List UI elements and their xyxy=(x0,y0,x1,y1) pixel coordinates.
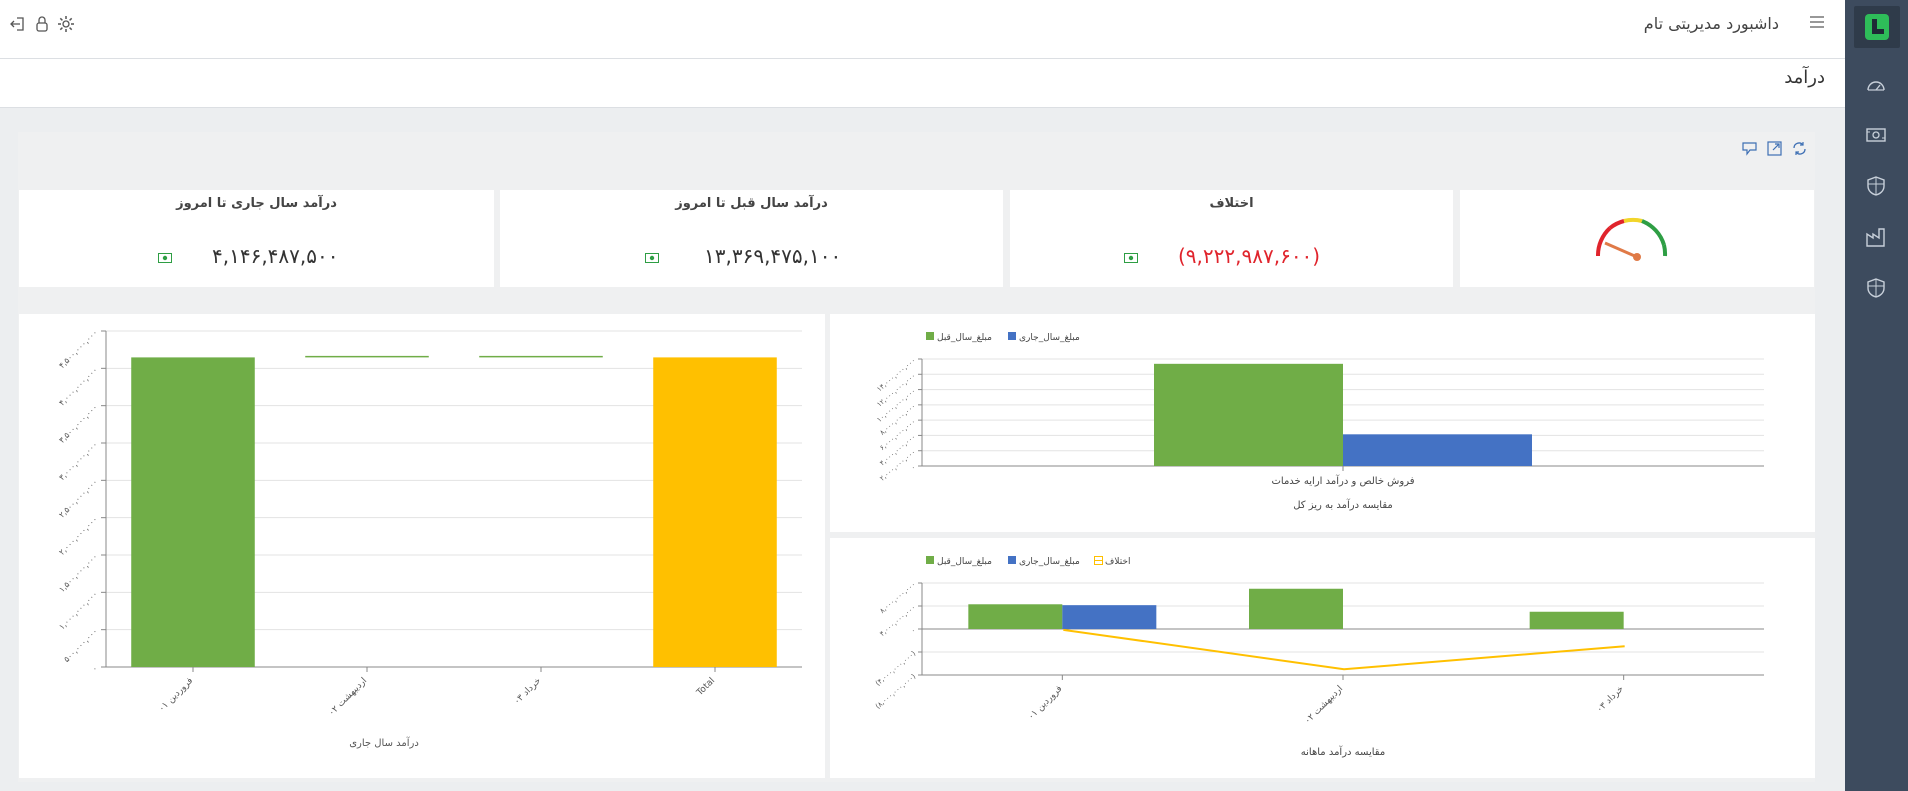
x-tick-label: خرداد ۰۳ xyxy=(512,676,543,707)
page-header: درآمد xyxy=(0,59,1845,108)
legend-swatch xyxy=(1008,332,1016,340)
y-tick-label: ۱,۵۰۰,۰۰۰,۰۰۰ xyxy=(57,552,99,594)
gauge-icon[interactable] xyxy=(1864,73,1888,97)
kpi-title: درآمد سال جاری تا امروز xyxy=(176,196,337,211)
kpi-title: اختلاف xyxy=(1209,196,1254,211)
money-icon[interactable] xyxy=(1864,123,1888,147)
y-tick-label: ۰ xyxy=(90,664,99,673)
y-tick-label: ۴,۰۰۰,۰۰۰,۰۰۰ xyxy=(57,365,99,407)
money-icon xyxy=(645,248,659,263)
x-tick-label: فروردین ۰۱ xyxy=(157,676,195,714)
gear-icon[interactable] xyxy=(56,14,76,34)
y-tick-label: ۳,۰۰۰,۰۰۰,۰۰۰ xyxy=(57,440,99,482)
bar xyxy=(305,355,429,358)
lock-icon[interactable] xyxy=(32,14,52,34)
legend-label: اختلاف xyxy=(1105,557,1130,567)
x-tick-label: فروردین ۰۱ xyxy=(1026,684,1064,722)
kpi-current-year: درآمد سال جاری تا امروز ۴,۱۴۶,۴۸۷,۵۰۰ xyxy=(19,190,494,287)
kpi-previous-year: درآمد سال قبل تا امروز ۱۳,۳۶۹,۴۷۵,۱۰۰ xyxy=(500,190,1003,287)
bar xyxy=(1062,605,1157,629)
sidebar xyxy=(1845,0,1908,791)
comment-icon[interactable] xyxy=(1741,140,1758,157)
y-tick-label: ۲,۰۰۰,۰۰۰,۰۰۰ xyxy=(57,515,99,557)
y-tick-label: ۲,۵۰۰,۰۰۰,۰۰۰ xyxy=(57,477,99,519)
money-icon xyxy=(1124,248,1138,263)
app-logo[interactable] xyxy=(1854,6,1900,48)
performance-gauge xyxy=(1595,217,1668,261)
chart-current-year: ۰ ۵۰۰,۰۰۰,۰۰۰ ۱,۰۰۰,۰۰۰,۰۰۰ ۱,۵۰۰,۰۰۰,۰۰۰ ۲,… xyxy=(19,314,825,778)
bar xyxy=(1529,611,1624,629)
kpi-value: ۴,۱۴۶,۴۸۷,۵۰۰ xyxy=(212,244,339,268)
y-tick-label: ۳,۵۰۰,۰۰۰,۰۰۰ xyxy=(57,403,99,445)
kpi-gauge-card xyxy=(1460,190,1814,287)
y-tick-label: ۵۰۰,۰۰۰,۰۰۰ xyxy=(62,627,99,664)
legend-swatch xyxy=(926,332,934,340)
y-tick-label: ۰ xyxy=(909,463,917,472)
hamburger-menu-icon[interactable] xyxy=(1809,14,1825,30)
bar xyxy=(131,357,255,667)
x-tick-label: Total xyxy=(694,676,717,699)
x-tick-label: اردیبهشت ۰۲ xyxy=(327,676,369,718)
chart-monthly-comparison: مبلغ_سال_قبل مبلغ_سال_جاری اختلاف (۸,۰۰۰,۰۰… xyxy=(830,538,1815,778)
x-tick-label: اردیبهشت ۰۲ xyxy=(1303,684,1345,726)
x-tick-label: فروش خالص و درآمد ارایه خدمات xyxy=(1271,474,1414,487)
legend-label: مبلغ_سال_جاری xyxy=(1019,557,1080,567)
kpi-value: (۹,۲۲۲,۹۸۷,۶۰۰) xyxy=(1178,244,1321,268)
chart-current-year-svg: ۰۵۰۰,۰۰۰,۰۰۰۱,۰۰۰,۰۰۰,۰۰۰۱,۵۰۰,۰۰۰,۰۰۰۲,… xyxy=(57,328,802,749)
refresh-icon[interactable] xyxy=(1791,140,1808,157)
bar xyxy=(479,355,603,358)
bar xyxy=(968,604,1063,629)
y-tick-label: ۴,۵۰۰,۰۰۰,۰۰۰ xyxy=(57,328,99,370)
bar xyxy=(653,357,777,667)
shield-icon[interactable] xyxy=(1864,174,1888,198)
kpi-title: درآمد سال قبل تا امروز xyxy=(675,196,828,211)
bar xyxy=(1343,434,1532,466)
top-toolbar xyxy=(8,14,76,34)
difference-line xyxy=(1063,628,1625,671)
chart-total-comparison-svg: مبلغ_سال_قبل مبلغ_سال_جاری۰۲,۰۰۰,۰۰۰,۰۰۰۴… xyxy=(875,332,1764,511)
legend-label: مبلغ_سال_قبل xyxy=(937,557,992,567)
x-axis-label: مقایسه درآمد ماهانه xyxy=(1301,745,1385,758)
x-tick-label: خرداد ۰۳ xyxy=(1595,684,1626,715)
y-tick-label: ۰ xyxy=(909,626,917,635)
legend-swatch xyxy=(1008,556,1016,564)
kpi-difference: اختلاف (۹,۲۲۲,۹۸۷,۶۰۰) xyxy=(1010,190,1453,287)
chart-monthly-comparison-svg: مبلغ_سال_قبل مبلغ_سال_جاری اختلاف(۸,۰۰۰,۰۰… xyxy=(874,556,1764,758)
legend-label: مبلغ_سال_جاری xyxy=(1019,333,1080,343)
bar xyxy=(1154,363,1343,466)
money-icon xyxy=(158,248,172,263)
x-axis-label: مقایسه درآمد به ریز کل xyxy=(1293,498,1393,511)
top-bar: داشبورد مدیریتی تام xyxy=(0,0,1845,59)
bar xyxy=(1249,588,1343,629)
logout-icon[interactable] xyxy=(8,14,28,34)
chart-total-comparison: مبلغ_سال_قبل مبلغ_سال_جاری ۰ ۲,۰۰۰,۰۰۰,۰۰۰ ۴… xyxy=(830,314,1815,532)
app-title: داشبورد مدیریتی تام xyxy=(1643,14,1779,33)
page-title: درآمد xyxy=(1784,67,1825,88)
expand-icon[interactable] xyxy=(1766,140,1783,157)
kpi-value: ۱۳,۳۶۹,۴۷۵,۱۰۰ xyxy=(704,244,842,268)
shield-icon[interactable] xyxy=(1864,276,1888,300)
y-tick-label: ۱,۰۰۰,۰۰۰,۰۰۰ xyxy=(57,589,99,631)
factory-icon[interactable] xyxy=(1864,225,1888,249)
legend-label: مبلغ_سال_قبل xyxy=(937,333,992,343)
legend-swatch xyxy=(926,556,934,564)
panel-toolbar xyxy=(1741,140,1808,157)
x-axis-label: درآمد سال جاری xyxy=(349,736,419,749)
